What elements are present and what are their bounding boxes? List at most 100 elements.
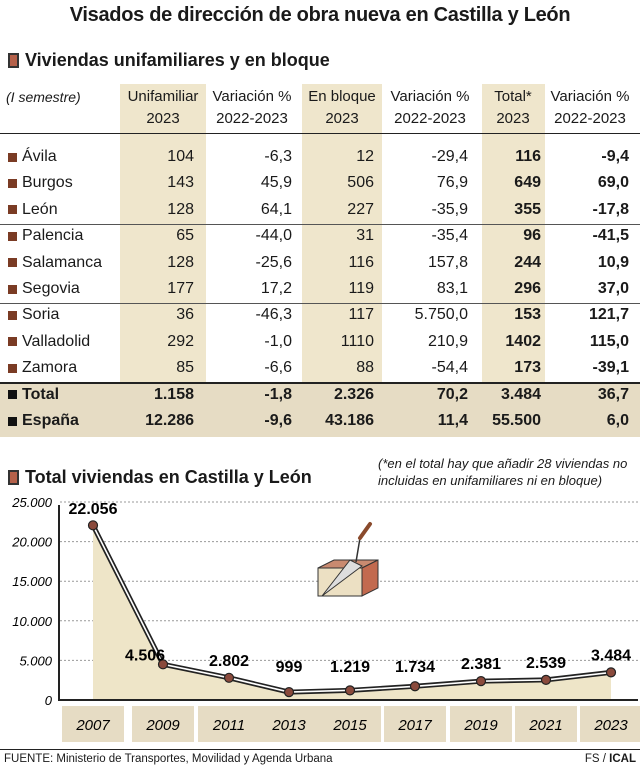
column-header-line: Unifamiliar <box>127 88 199 105</box>
column-header-line: En bloque <box>308 88 376 105</box>
x-band <box>198 706 260 742</box>
table-cell: -46,3 <box>255 306 292 324</box>
bullet-icon <box>8 310 17 320</box>
column-header-line: 2022-2023 <box>554 110 626 127</box>
row-label: Ávila <box>8 144 57 170</box>
province-name: Zamora <box>22 359 78 377</box>
table-cell: -35,4 <box>431 227 468 245</box>
chart-note: (*en el total hay que añadir 28 vivienda… <box>378 456 628 488</box>
table-cell: 506 <box>347 174 374 192</box>
column-header-line: 2023 <box>496 110 530 127</box>
table-cell: -54,4 <box>431 359 468 377</box>
table-cell: 36,7 <box>597 385 629 403</box>
table-cell: 45,9 <box>260 174 292 192</box>
row-label: Soria <box>8 302 59 328</box>
row-label: Zamora <box>8 355 77 381</box>
province-name: Ávila <box>22 148 57 165</box>
divider <box>0 303 640 304</box>
trowel-brick-icon <box>317 522 379 597</box>
province-name: España <box>22 412 79 429</box>
province-name: Palencia <box>22 227 84 245</box>
table-cell: 117 <box>348 306 374 324</box>
source-text: FUENTE: Ministerio de Transportes, Movil… <box>4 753 333 765</box>
x-tick-label: 2009 <box>145 717 180 734</box>
row-label: León <box>8 197 58 223</box>
table-cell: 119 <box>348 280 374 297</box>
square-icon <box>8 53 19 68</box>
chart-title: Total viviendas en Castilla y León <box>25 467 312 487</box>
table-cell: 153 <box>514 306 541 324</box>
bullet-icon <box>8 178 17 188</box>
province-name: Valladolid <box>22 332 91 350</box>
data-label: 3.484 <box>591 647 631 664</box>
x-band <box>319 706 381 742</box>
province-name: Burgos <box>22 174 73 192</box>
bullet-icon <box>8 284 17 294</box>
column-header-line: 2022-2023 <box>216 110 288 127</box>
x-tick-label: 2021 <box>528 717 562 734</box>
table-cell: 115,0 <box>589 332 629 350</box>
table-cell: -17,8 <box>592 200 629 218</box>
data-label: 22.056 <box>69 501 118 518</box>
table-cell: 85 <box>176 359 194 377</box>
table-cell: -9,4 <box>601 148 629 165</box>
table-cell: 37,0 <box>597 280 629 297</box>
data-point <box>605 667 617 678</box>
column-header-line: Variación % <box>550 88 630 105</box>
table-cell: -39,1 <box>592 359 629 377</box>
data-point <box>223 672 235 683</box>
data-label: 2.802 <box>209 653 249 670</box>
table-cell: 292 <box>167 332 194 350</box>
table-cell: 36 <box>176 306 194 324</box>
divider <box>0 382 640 384</box>
divider <box>0 749 640 750</box>
column-header: En bloque 2023 <box>294 86 390 130</box>
table-cell: 143 <box>167 174 194 192</box>
divider <box>0 224 640 225</box>
y-tick-label: 5.000 <box>19 653 52 668</box>
table-cell: 83,1 <box>436 280 468 297</box>
column-header: Variación % 2022-2023 <box>382 86 478 130</box>
bullet-icon <box>8 363 17 373</box>
data-point <box>409 681 421 692</box>
table-cell: 173 <box>514 359 541 377</box>
table-cell: 244 <box>514 253 541 271</box>
x-band <box>450 706 512 742</box>
data-point <box>87 520 99 531</box>
table-cell: -9,6 <box>264 412 292 429</box>
table-cell: 296 <box>514 280 541 297</box>
data-point <box>540 674 552 685</box>
column-header-line: Variación % <box>212 88 292 105</box>
bullet-icon <box>8 416 17 426</box>
square-icon <box>8 470 19 485</box>
table-cell: 6,0 <box>606 412 629 429</box>
column-header-line: Total* <box>494 88 532 105</box>
column-header: Total* 2023 <box>465 86 561 130</box>
page-title: Visados de dirección de obra nueva en Ca… <box>69 4 571 26</box>
x-tick-label: 2023 <box>593 717 628 734</box>
table-cell: 10,9 <box>597 253 629 271</box>
table-cell: 1402 <box>505 332 541 350</box>
column-header-line: Variación % <box>390 88 470 105</box>
x-band <box>384 706 446 742</box>
table-section-title: Viviendas unifamiliares y en bloque <box>8 50 330 71</box>
row-label: Salamanca <box>8 250 102 276</box>
bullet-icon <box>8 231 17 241</box>
area-fill <box>93 525 611 700</box>
table-cell: 116 <box>348 253 374 271</box>
table-cell: 2.326 <box>333 385 374 403</box>
bullet-icon <box>8 390 17 400</box>
row-label: Segovia <box>8 276 80 302</box>
table-cell: -41,5 <box>592 227 629 245</box>
data-point <box>283 686 295 698</box>
table-cell: 3.484 <box>500 385 541 403</box>
province-name: Segovia <box>22 280 80 297</box>
table-cell: 96 <box>523 227 541 245</box>
period-label: (I semestre) <box>6 89 81 105</box>
column-header: Variación % 2022-2023 <box>204 86 300 130</box>
column-header: Variación % 2022-2023 <box>542 86 638 130</box>
x-band <box>258 706 320 742</box>
table-cell: 227 <box>347 200 374 218</box>
credit-agency: ICAL <box>609 753 636 765</box>
